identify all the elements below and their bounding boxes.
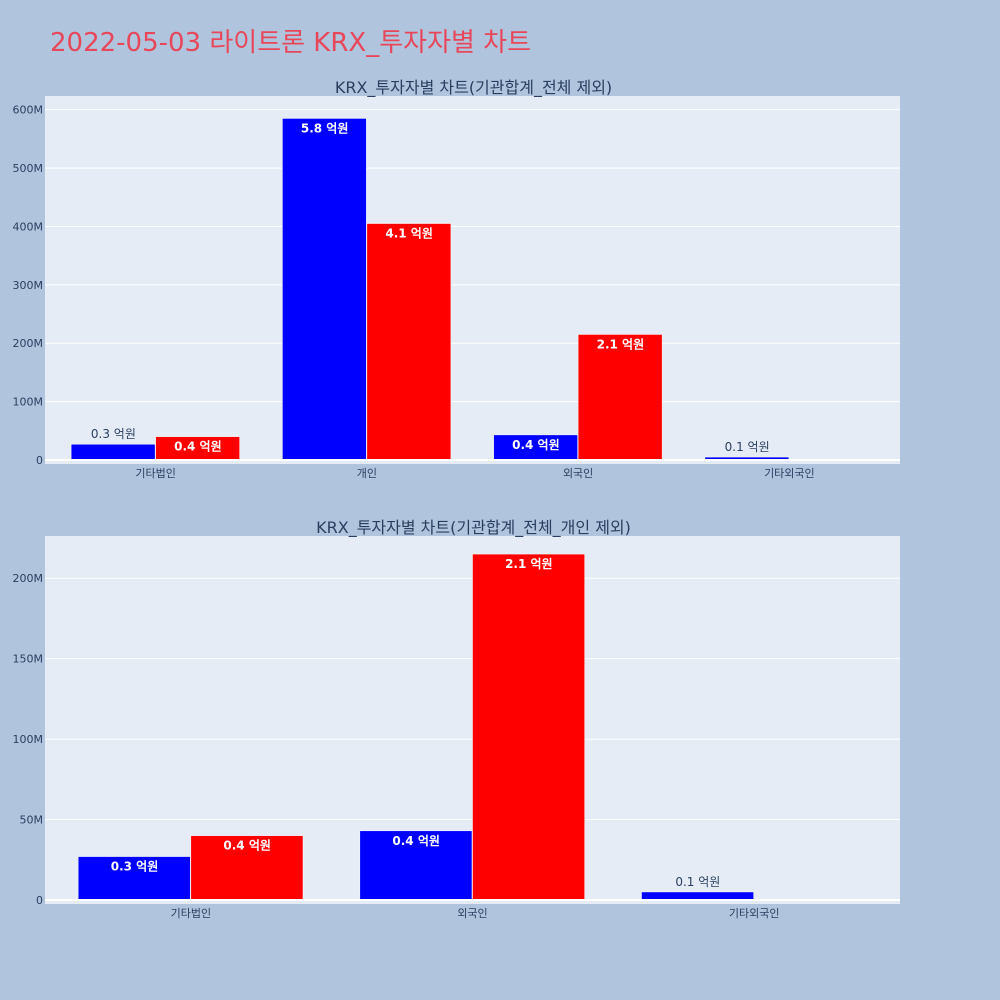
x-tick-label: 기타외국인 [729, 907, 780, 920]
y-tick-label: 150M [13, 653, 44, 666]
data-label: 2.1 억원 [505, 557, 553, 571]
bar [641, 891, 754, 901]
bar [282, 118, 367, 461]
y-tick-label: 100M [13, 733, 44, 746]
y-tick-label: 300M [13, 279, 44, 292]
x-tick-label: 기타법인 [171, 907, 211, 920]
y-tick-label: 600M [13, 104, 44, 117]
x-tick-label: 외국인 [457, 907, 487, 920]
y-tick-label: 500M [13, 162, 44, 175]
plot-area [45, 96, 900, 464]
y-tick-label: 200M [13, 337, 44, 350]
data-label: 0.4 억원 [392, 834, 440, 848]
bar [366, 223, 452, 461]
bar [493, 434, 578, 461]
bar [190, 835, 304, 901]
data-label: 0.4 억원 [512, 438, 560, 452]
data-label: 0.3 억원 [111, 860, 159, 874]
chart-2: 0 50M 100M 150M 200M KRX_투자자별 차트(기관합계_전체_개인 제… [13, 518, 900, 920]
page-title: 2022-05-03 라이트론 KRX_투자자별 차트 [50, 28, 532, 58]
bar [577, 334, 663, 461]
data-label: 0.4 억원 [174, 440, 222, 454]
chart-title: KRX_투자자별 차트(기관합계_전체 제외) [335, 78, 612, 98]
chart-1: 0 100M 200M 300M 400M 500M 600M KRX_투자자별 차트(기관합… [13, 78, 900, 480]
data-label: 0.1 억원 [675, 875, 720, 889]
x-tick-label: 기타외국인 [764, 467, 815, 480]
y-tick-label: 400M [13, 220, 44, 233]
bar [70, 443, 156, 461]
y-tick-label: 200M [13, 572, 44, 585]
data-label: 2.1 억원 [597, 337, 645, 351]
bar [472, 553, 585, 901]
y-tick-label: 100M [13, 396, 44, 409]
x-tick-label: 기타법인 [135, 467, 175, 480]
y-tick-label: 0 [36, 454, 43, 467]
chart-title: KRX_투자자별 차트(기관합계_전체_개인 제외) [316, 518, 631, 538]
data-label: 0.4 억원 [223, 839, 271, 853]
x-tick-label: 개인 [357, 467, 377, 480]
y-tick-label: 50M [20, 814, 44, 827]
x-tick-label: 외국인 [563, 467, 593, 480]
y-tick-label: 0 [36, 894, 43, 907]
data-label: 5.8 억원 [301, 121, 349, 135]
data-label: 4.1 억원 [385, 227, 433, 241]
data-label: 0.3 억원 [91, 427, 136, 441]
data-label: 0.1 억원 [725, 440, 770, 454]
